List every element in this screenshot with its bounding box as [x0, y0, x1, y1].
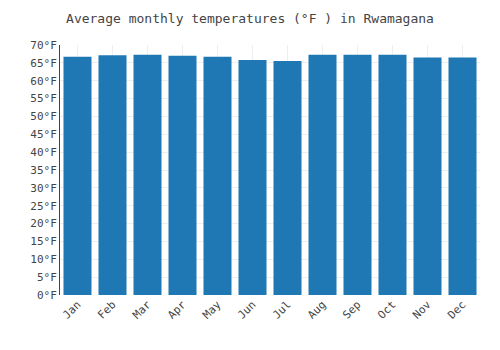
svg-text:45°F: 45°F	[30, 128, 57, 141]
svg-text:Sep: Sep	[340, 298, 363, 321]
svg-text:15°F: 15°F	[30, 235, 57, 248]
svg-text:40°F: 40°F	[30, 146, 57, 159]
svg-text:Jan: Jan	[60, 298, 83, 321]
svg-text:60°F: 60°F	[30, 75, 57, 88]
svg-text:Aug: Aug	[305, 298, 328, 321]
svg-text:Apr: Apr	[165, 298, 189, 322]
svg-text:Average monthly temperatures (: Average monthly temperatures (°F ) in Rw…	[66, 11, 434, 26]
svg-text:Nov: Nov	[410, 298, 434, 322]
svg-text:Mar: Mar	[130, 298, 154, 322]
svg-text:0°F: 0°F	[37, 289, 57, 302]
svg-text:65°F: 65°F	[30, 57, 57, 70]
svg-text:55°F: 55°F	[30, 92, 57, 105]
svg-text:30°F: 30°F	[30, 182, 57, 195]
svg-text:50°F: 50°F	[30, 110, 57, 123]
svg-text:Jul: Jul	[270, 298, 293, 321]
svg-text:10°F: 10°F	[30, 253, 57, 266]
svg-text:5°F: 5°F	[37, 271, 57, 284]
svg-text:May: May	[200, 298, 224, 322]
svg-text:20°F: 20°F	[30, 217, 57, 230]
svg-text:25°F: 25°F	[30, 200, 57, 213]
svg-text:70°F: 70°F	[30, 39, 57, 52]
svg-text:35°F: 35°F	[30, 164, 57, 177]
svg-text:Feb: Feb	[95, 298, 118, 321]
svg-text:Oct: Oct	[375, 298, 398, 321]
svg-text:Jun: Jun	[235, 298, 258, 321]
svg-text:Dec: Dec	[445, 298, 468, 321]
